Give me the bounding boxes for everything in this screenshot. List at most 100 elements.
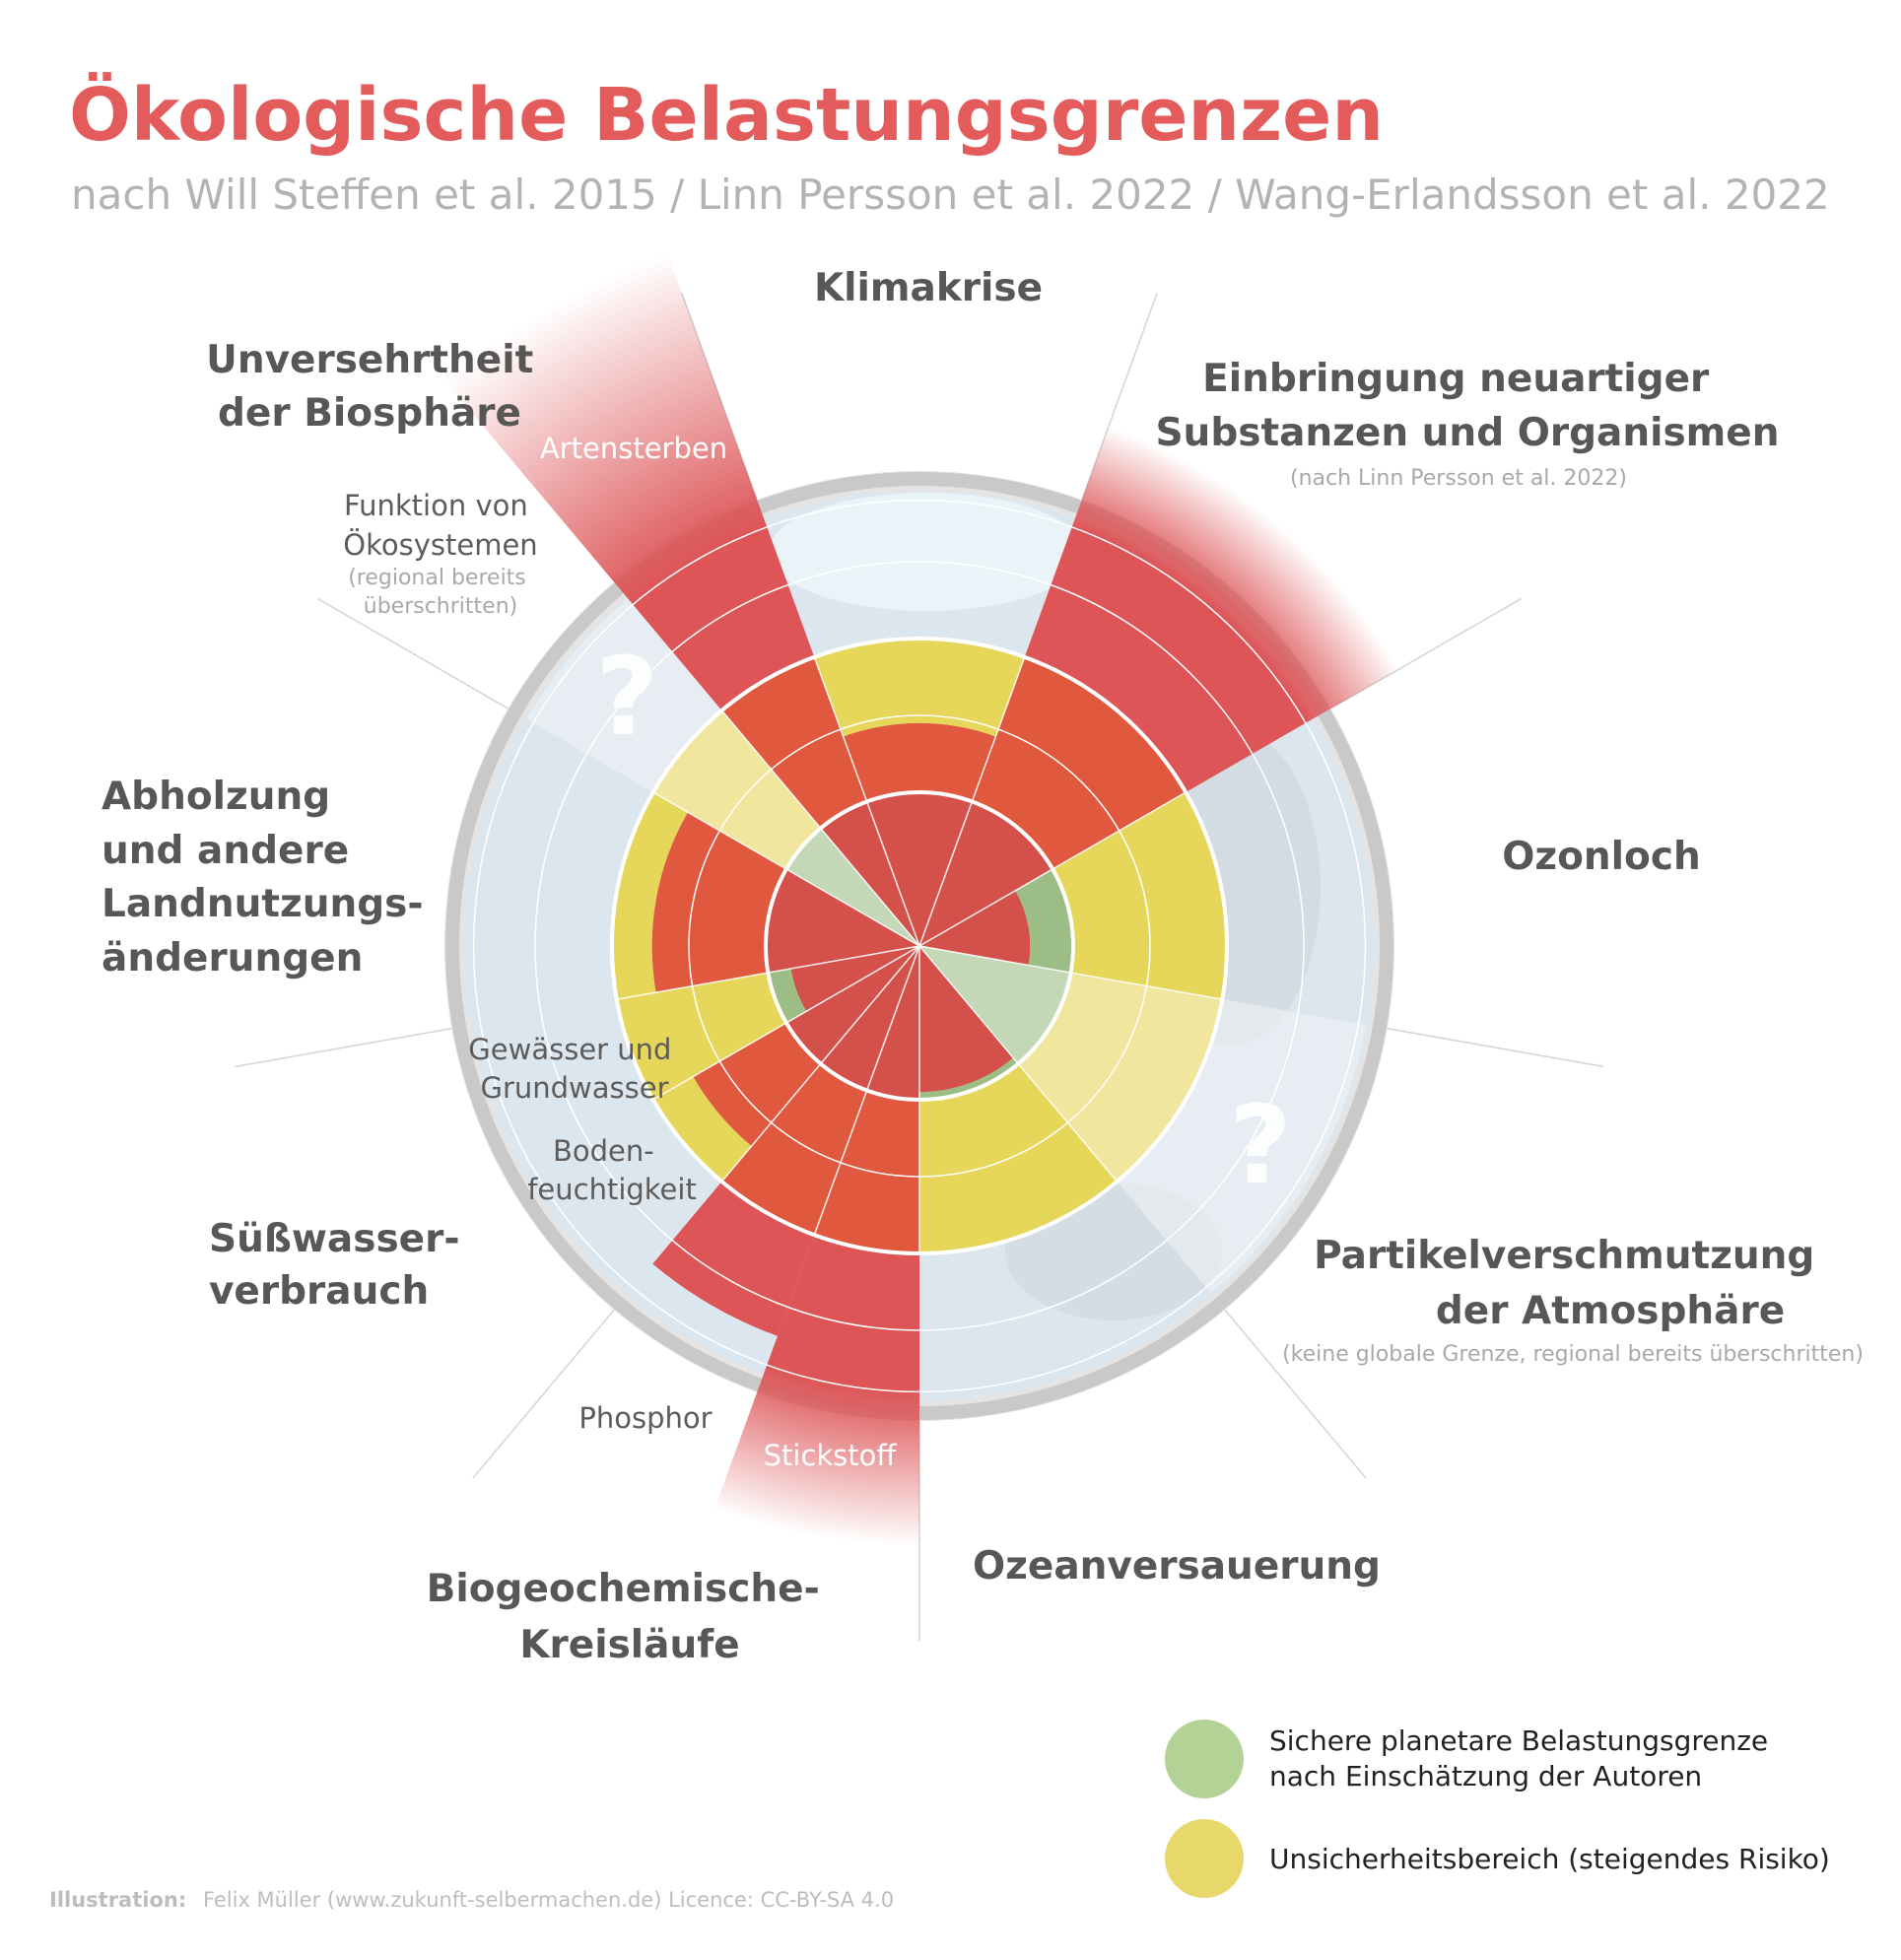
label-suesswasser: Süßwasser- verbrauch xyxy=(209,1217,473,1314)
boundary-ring xyxy=(764,790,1075,1102)
footer-label: Illustration: xyxy=(49,1888,186,1912)
sector-partikel xyxy=(919,946,1367,1294)
sublabel-phosphor: Phosphor xyxy=(578,1401,712,1435)
unknown-mark-partikel: ? xyxy=(1229,1082,1292,1208)
sublabel-funktion: Funktion von Ökosystemen xyxy=(343,489,537,562)
value-bar-beyond xyxy=(444,252,815,710)
sector-funktion-oekosysteme xyxy=(526,598,919,946)
footer-credit: Illustration: Felix Müller (www.zukunft-… xyxy=(49,1888,894,1912)
label-line: Landnutzungs- xyxy=(102,882,424,926)
sublabel-boden: Boden- feuchtigkeit xyxy=(527,1134,697,1206)
grid-rings xyxy=(472,499,1367,1393)
note-funktion: (regional bereits überschritten) xyxy=(348,566,533,619)
label-line: und andere xyxy=(102,829,349,873)
uncertainty-zone xyxy=(814,639,1025,737)
sector-bodenfeuchtigkeit xyxy=(652,946,919,1183)
page-subtitle: nach Will Steffen et al. 2015 / Linn Per… xyxy=(71,170,1830,219)
grid-ring xyxy=(534,561,1305,1331)
value-bar-core xyxy=(820,801,919,946)
label-line: Kreisläufe xyxy=(519,1623,739,1667)
sector-artensterben xyxy=(444,252,919,946)
label-line: der Biosphäre xyxy=(218,391,521,436)
label-line: Ökosystemen xyxy=(343,528,537,562)
label-line: Abholzung xyxy=(102,775,330,819)
unknown-zone xyxy=(1117,999,1367,1294)
label-line: Substanzen und Organismen xyxy=(1155,411,1779,455)
label-line: Boden- xyxy=(553,1134,654,1168)
unknown-zone xyxy=(526,598,722,792)
page-title: Ökologische Belastungsgrenzen xyxy=(69,71,1384,158)
label-neuartige-substanzen: Einbringung neuartiger Substanzen und Or… xyxy=(1155,357,1779,455)
label-biosphaere: Unversehrtheit der Biosphäre xyxy=(206,338,547,436)
note-partikel: (keine globale Grenze, regional bereits … xyxy=(1282,1342,1864,1367)
value-bar-mid xyxy=(814,1090,919,1253)
label-line: Süßwasser- xyxy=(209,1217,460,1261)
value-bar xyxy=(651,812,786,993)
value-bar-mid xyxy=(972,656,1187,869)
label-line: Partikelverschmutzung xyxy=(1314,1234,1814,1278)
value-bar xyxy=(843,722,996,802)
label-line: Unversehrtheit xyxy=(206,338,533,382)
value-bar-core xyxy=(785,946,919,1064)
legend-uncertain-swatch xyxy=(1165,1819,1244,1898)
value-bar xyxy=(919,946,1014,1093)
sector-gewaesser xyxy=(616,946,919,1100)
label-partikel: Partikelverschmutzung der Atmosphäre xyxy=(1314,1234,1828,1333)
uncertainty-zone xyxy=(1018,973,1223,1183)
sector-ozeanversauerung xyxy=(919,946,1118,1253)
uncertainty-zone xyxy=(652,710,821,869)
safe-zone xyxy=(1015,869,1073,974)
note-neuartige-substanzen: (nach Linn Persson et al. 2022) xyxy=(1290,466,1627,491)
continent-shape xyxy=(769,493,1084,611)
legend: Sichere planetare Belastungsgrenze nach … xyxy=(1165,1720,1830,1898)
label-line: überschritten) xyxy=(364,594,517,619)
value-bar-mid xyxy=(721,1063,867,1236)
value-bar-core xyxy=(820,946,919,1091)
value-bar-core xyxy=(766,869,919,974)
value-bar-core xyxy=(866,946,919,1100)
value-bar-outer xyxy=(652,1182,815,1336)
sublabel-gewaesser: Gewässer und Grundwasser xyxy=(468,1033,680,1105)
value-bar-core xyxy=(866,792,973,946)
sector-klimakrise xyxy=(814,639,1025,946)
label-line: Einbringung neuartiger xyxy=(1202,357,1710,401)
safe-zone xyxy=(768,969,807,1023)
label-landnutzung: Abholzung und andere Landnutzungs- änder… xyxy=(102,775,437,980)
sublabel-artensterben: Artensterben xyxy=(540,432,727,465)
label-line: änderungen xyxy=(102,936,363,980)
grid-ring xyxy=(688,714,1151,1178)
uncertainty-zone xyxy=(616,973,786,1100)
value-bar xyxy=(693,1023,821,1147)
footer-text: Felix Müller (www.zukunft-selbermachen.d… xyxy=(203,1888,894,1912)
value-bar xyxy=(790,946,919,1012)
safe-zone xyxy=(785,828,919,946)
safe-zone xyxy=(919,946,1071,1064)
value-bar xyxy=(919,890,1031,966)
label-line: (regional bereits xyxy=(348,566,526,590)
grid-ring xyxy=(472,499,1367,1393)
value-bar-core xyxy=(919,801,1053,946)
legend-safe-label: Sichere planetare Belastungsgrenze nach … xyxy=(1269,1724,1777,1792)
label-line: der Atmosphäre xyxy=(1436,1289,1785,1333)
value-bar-beyond xyxy=(713,1235,919,1546)
label-line: feuchtigkeit xyxy=(527,1173,697,1206)
label-ozonloch: Ozonloch xyxy=(1502,835,1700,879)
unknown-mark-funktion: ? xyxy=(595,634,658,760)
boundary-ring xyxy=(610,637,1229,1255)
uncertainty-zone xyxy=(919,1063,1118,1253)
label-line: Sichere planetare Belastungsgrenze xyxy=(1269,1724,1768,1757)
sector-stickstoff xyxy=(713,946,919,1546)
legend-safe-swatch xyxy=(1165,1720,1244,1798)
label-klimakrise: Klimakrise xyxy=(814,266,1043,310)
label-line: Grundwasser xyxy=(480,1071,668,1105)
label-line: Gewässer und xyxy=(468,1033,671,1066)
label-line: Funktion von xyxy=(344,489,528,522)
value-bar-mid xyxy=(721,656,867,829)
legend-uncertain-label: Unsicherheitsbereich (steigendes Risiko) xyxy=(1269,1843,1830,1875)
label-biogeochemie: Biogeochemische- Kreisläufe xyxy=(427,1567,834,1667)
sector-phosphor xyxy=(652,946,919,1336)
uncertainty-zone xyxy=(652,1076,752,1183)
sublabel-stickstoff: Stickstoff xyxy=(764,1439,898,1472)
label-line: Biogeochemische- xyxy=(427,1567,820,1611)
